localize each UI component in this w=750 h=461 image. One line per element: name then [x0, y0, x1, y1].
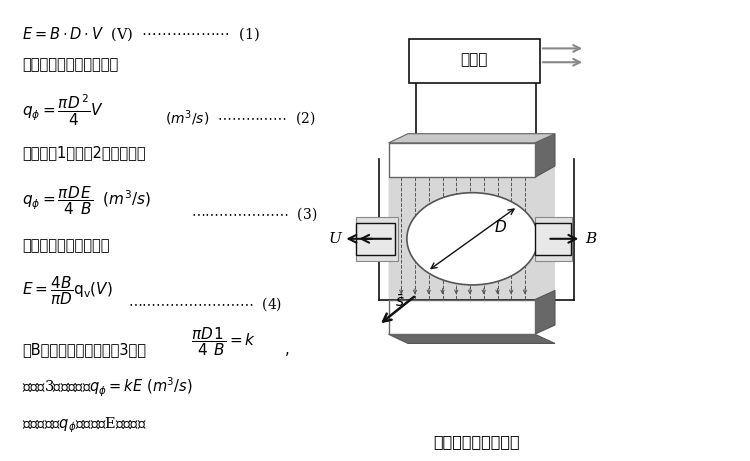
Text: $E = \dfrac{4B}{\pi D} \mathrm{q_v}(V)$: $E = \dfrac{4B}{\pi D} \mathrm{q_v}(V)$ [22, 274, 113, 307]
Text: ,: , [285, 342, 290, 357]
Text: 由公式（1）和（2）可得到：: 由公式（1）和（2）可得到： [22, 145, 146, 160]
Text: $\cdots\cdots\cdots\cdots\cdots\cdots\cdots\cdots\cdots$  (4): $\cdots\cdots\cdots\cdots\cdots\cdots\cd… [128, 295, 282, 313]
Polygon shape [535, 134, 555, 177]
Text: $q_{\phi} = \dfrac{\pi D}{4} \dfrac{E}{B}$  $(m^{3}/s)$: $q_{\phi} = \dfrac{\pi D}{4} \dfrac{E}{B… [22, 184, 152, 217]
FancyBboxPatch shape [356, 223, 395, 255]
Text: D: D [495, 220, 507, 235]
FancyBboxPatch shape [409, 39, 540, 83]
Bar [535, 217, 572, 261]
Polygon shape [388, 334, 555, 343]
Bar [388, 143, 535, 177]
Text: B: B [585, 232, 596, 246]
Bar [388, 300, 535, 334]
Text: 可见，流量$q_{\phi}$与电动势E成正比。: 可见，流量$q_{\phi}$与电动势E成正比。 [22, 415, 147, 435]
Text: $E = B \cdot D \cdot V$  (V)  $\cdots\cdots\cdots\cdots\cdots\cdots$  (1): $E = B \cdot D \cdot V$ (V) $\cdots\cdot… [22, 25, 261, 43]
Polygon shape [388, 134, 555, 143]
Ellipse shape [406, 193, 538, 285]
Text: 因此电动势可表示为：: 因此电动势可表示为： [22, 238, 110, 254]
Polygon shape [388, 166, 555, 300]
Text: 电磁流量计工作原理: 电磁流量计工作原理 [433, 434, 520, 449]
FancyBboxPatch shape [535, 223, 571, 255]
Text: $\dfrac{\pi D}{4} \dfrac{1}{B} = k$: $\dfrac{\pi D}{4} \dfrac{1}{B} = k$ [191, 325, 256, 358]
Polygon shape [535, 290, 555, 334]
Text: 公式（3）改写为：$q_{\phi} = kE$ $(m^{3}/s)$: 公式（3）改写为：$q_{\phi} = kE$ $(m^{3}/s)$ [22, 376, 194, 399]
Text: U: U [328, 232, 341, 246]
Text: $q_{\phi} = \dfrac{\pi D^{\,2}}{4}V$: $q_{\phi} = \dfrac{\pi D^{\,2}}{4}V$ [22, 92, 105, 128]
Text: 转换器: 转换器 [460, 53, 488, 67]
Text: $(m^{3}/s)$  $\cdots\cdots\cdots\cdots\cdots$  (2): $(m^{3}/s)$ $\cdots\cdots\cdots\cdots\cd… [165, 108, 316, 129]
Text: $\bar{s}$: $\bar{s}$ [395, 294, 405, 310]
Text: 通常，体积流量可以写作: 通常，体积流量可以写作 [22, 58, 118, 73]
Text: 当B是个常数时，公式（3）中: 当B是个常数时，公式（3）中 [22, 342, 146, 357]
Bar [356, 217, 398, 261]
Text: $\cdots\cdots\cdots\cdots\cdots\cdots\cdots$  (3): $\cdots\cdots\cdots\cdots\cdots\cdots\cd… [191, 205, 318, 223]
